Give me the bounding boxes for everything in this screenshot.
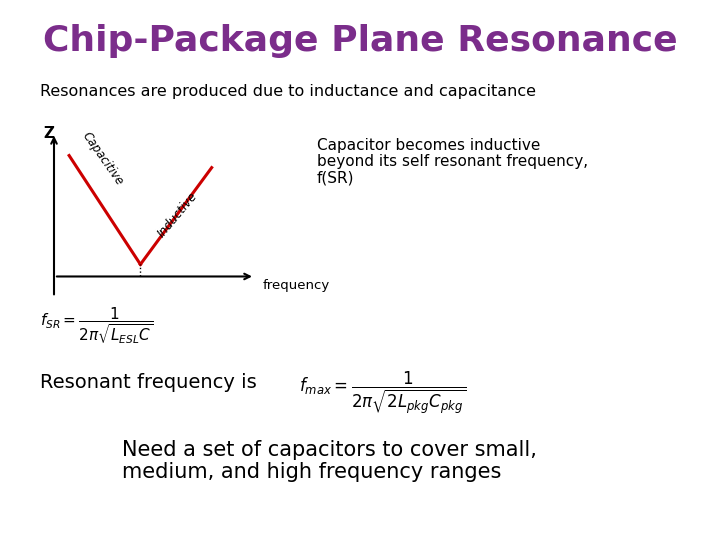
Text: Resonances are produced due to inductance and capacitance: Resonances are produced due to inductanc…	[40, 84, 536, 99]
Text: Need a set of capacitors to cover small,: Need a set of capacitors to cover small,	[122, 440, 537, 460]
Text: Inductive: Inductive	[156, 190, 201, 240]
Text: Chip-Package Plane Resonance: Chip-Package Plane Resonance	[42, 24, 678, 58]
Text: $f_{max} = \dfrac{1}{2\pi\sqrt{2L_{pkg}C_{pkg}}}$: $f_{max} = \dfrac{1}{2\pi\sqrt{2L_{pkg}C…	[299, 370, 466, 416]
Text: Z: Z	[43, 126, 54, 141]
Text: frequency: frequency	[263, 279, 330, 292]
Text: $f_{SR} = \dfrac{1}{2\pi\sqrt{L_{ESL}C}}$: $f_{SR} = \dfrac{1}{2\pi\sqrt{L_{ESL}C}}…	[40, 305, 153, 346]
Text: medium, and high frequency ranges: medium, and high frequency ranges	[122, 462, 502, 482]
Text: Capacitor becomes inductive: Capacitor becomes inductive	[317, 138, 540, 153]
Text: beyond its self resonant frequency,: beyond its self resonant frequency,	[317, 154, 588, 169]
Text: Resonant frequency is: Resonant frequency is	[40, 373, 256, 392]
Text: Capacitive: Capacitive	[80, 130, 126, 188]
Text: f(SR): f(SR)	[317, 170, 354, 185]
